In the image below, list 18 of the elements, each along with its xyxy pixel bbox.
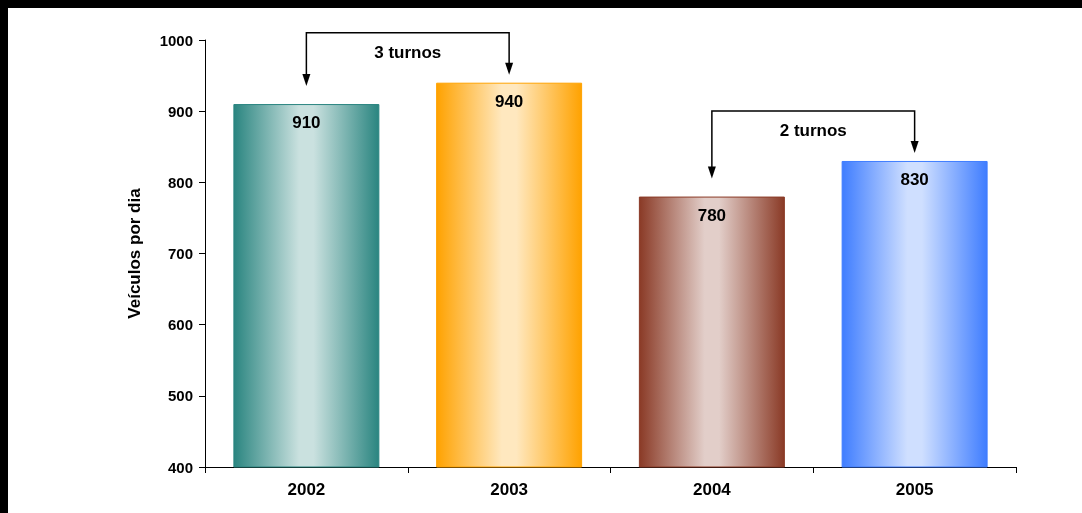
y-tick-label: 700: [167, 245, 193, 262]
y-tick-label: 400: [167, 458, 193, 476]
x-tick-label: 2002: [287, 480, 326, 499]
data-label: 940: [494, 91, 524, 111]
y-tick-label: 500: [167, 387, 193, 405]
x-tick-label: 2005: [895, 480, 934, 499]
y-tick-label: 800: [167, 173, 193, 191]
data-label: 910: [292, 113, 321, 133]
y-axis-title: Veículos por dia: [125, 187, 144, 319]
annotation: 2 turnos: [779, 120, 847, 140]
annotation: 3 turnos: [374, 42, 442, 62]
y-tick-label: 900: [167, 102, 193, 120]
x-tick-label: 2004: [692, 480, 732, 499]
y-tick-label: 600: [167, 316, 193, 334]
data-label: 830: [900, 169, 929, 189]
x-tick-label: 2003: [490, 480, 529, 499]
y-tick-label: 1000: [159, 31, 193, 49]
data-label: 780: [697, 205, 727, 225]
